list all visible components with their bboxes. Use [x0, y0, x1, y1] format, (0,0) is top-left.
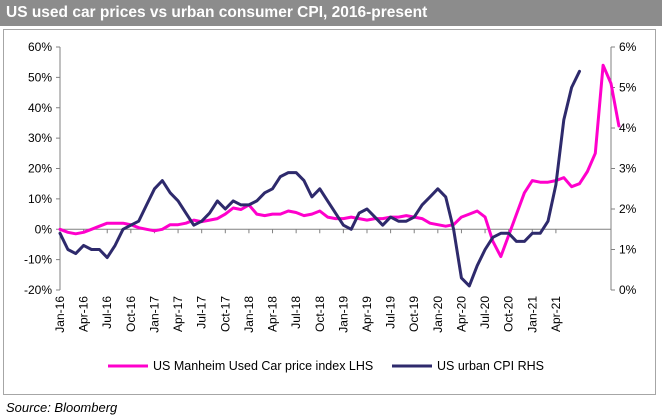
x-tick-label: Jul-18	[289, 296, 303, 329]
x-tick-label: Jan-20	[431, 296, 445, 333]
y-right-tick-label: 4%	[619, 121, 637, 135]
legend-label-2: US urban CPI RHS	[437, 359, 544, 373]
y-left-tick-label: -10%	[24, 253, 52, 267]
x-tick-label: Apr-21	[549, 296, 563, 332]
series-line-1	[58, 63, 621, 259]
y-right-tick-label: 2%	[619, 202, 637, 216]
y-left-tick-label: 0%	[35, 222, 53, 236]
x-tick-label: Jul-20	[478, 296, 492, 329]
x-tick-label: Oct-20	[502, 296, 516, 332]
series-line-2	[58, 69, 581, 288]
source-note: Source: Bloomberg	[6, 400, 118, 415]
y-left-tick-label: 10%	[28, 192, 52, 206]
y-right-tick-label: 1%	[619, 243, 637, 257]
x-tick-label: Oct-16	[124, 296, 138, 332]
y-left-tick-label: 60%	[28, 40, 52, 54]
y-right-tick-label: 6%	[619, 40, 637, 54]
line-chart: -20% -10% 0% 10% 20% 30% 40% 50% 60% 0% 1% 2% 3% 4% 5%…	[24, 40, 637, 373]
x-tick-label: Jan-16	[53, 296, 67, 333]
x-tick-label: Apr-17	[171, 296, 185, 332]
x-tick-label: Jan-18	[242, 296, 256, 333]
chart-title: US used car prices vs urban consumer CPI…	[6, 4, 428, 21]
x-tick-label: Oct-18	[313, 296, 327, 332]
x-tick-label: Jul-17	[195, 296, 209, 329]
x-tick-label: Oct-19	[407, 296, 421, 332]
y-left-tick-label: 20%	[28, 162, 52, 176]
y-right-tick-label: 5%	[619, 81, 637, 95]
x-tick-label: Jul-16	[100, 296, 114, 329]
legend-label-1: US Manheim Used Car price index LHS	[153, 359, 373, 373]
title-bar: US used car prices vs urban consumer CPI…	[0, 0, 662, 26]
x-tick-label: Jan-19	[336, 296, 350, 333]
chart-frame	[3, 29, 656, 395]
y-left-tick-label: 40%	[28, 101, 52, 115]
y-left-tick-label: 30%	[28, 131, 52, 145]
x-tick-label: Apr-20	[454, 296, 468, 332]
y-left-tick-label: 50%	[28, 70, 52, 84]
x-tick-label: Apr-18	[266, 296, 280, 332]
y-right-tick-label: 0%	[619, 283, 637, 297]
x-tick-label: Apr-19	[360, 296, 374, 332]
x-tick-label: Jan-21	[525, 296, 539, 333]
x-tick-label: Jul-19	[384, 296, 398, 329]
x-tick-label: Jan-17	[147, 296, 161, 333]
x-tick-label: Apr-16	[77, 296, 91, 332]
x-tick-label: Oct-17	[218, 296, 232, 332]
y-right-tick-label: 3%	[619, 162, 637, 176]
y-left-tick-label: -20%	[24, 283, 52, 297]
